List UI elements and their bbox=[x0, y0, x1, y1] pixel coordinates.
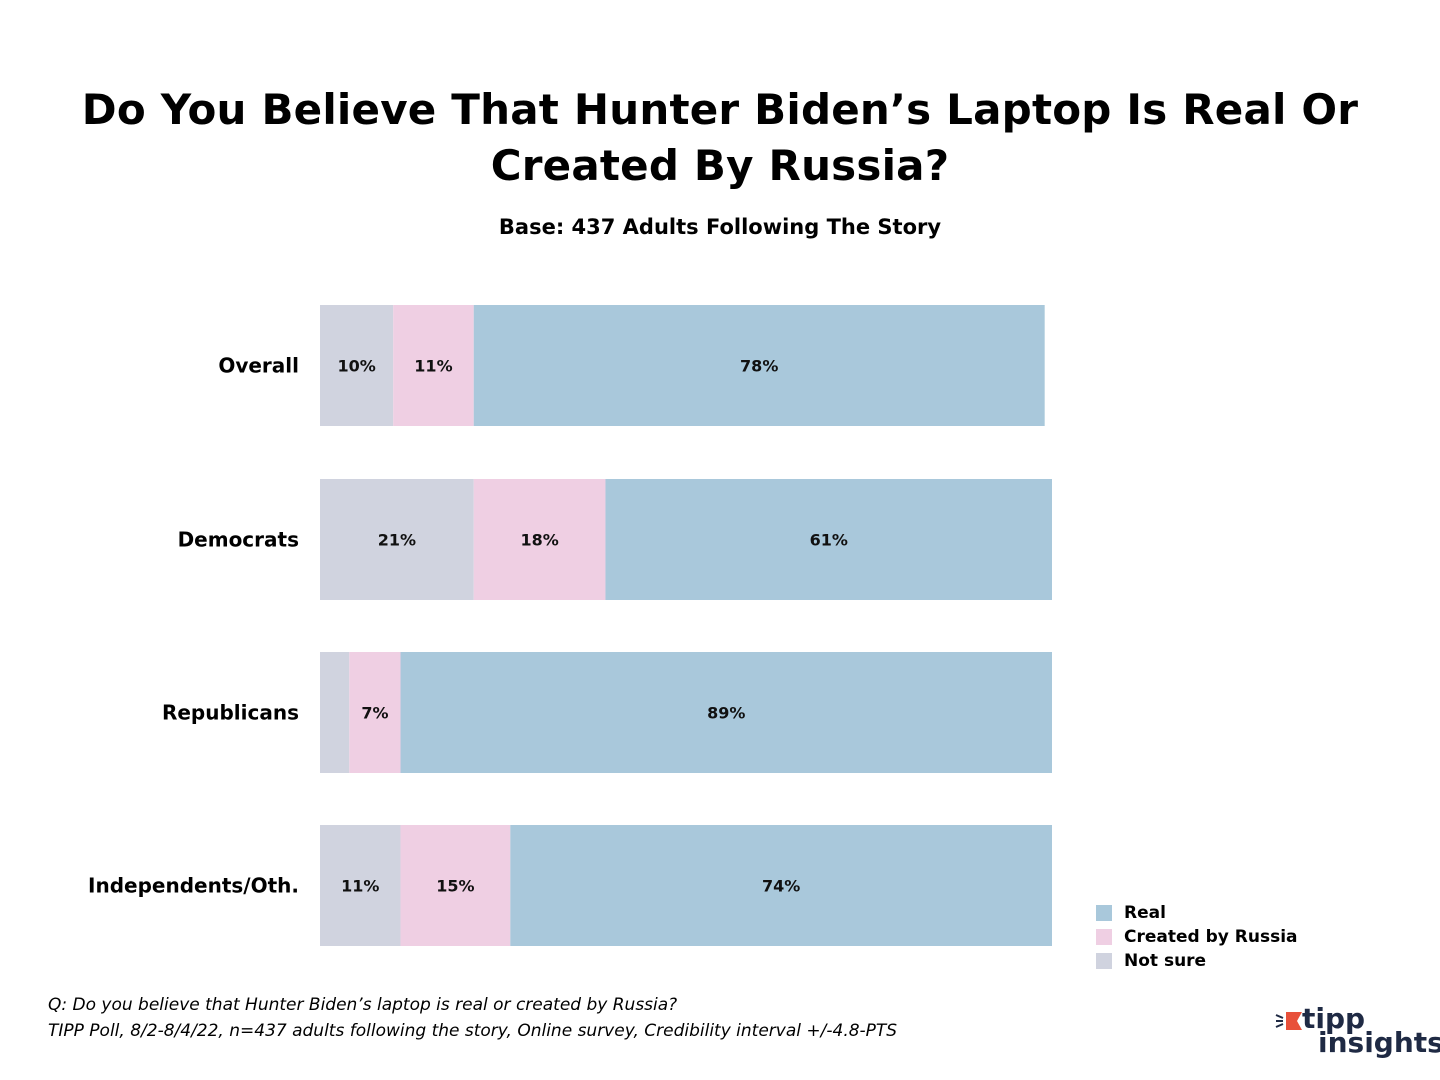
data-label-created-by-russia-overall: 11% bbox=[414, 357, 452, 376]
data-label-real-democrats: 61% bbox=[810, 531, 848, 550]
bar-real-independents-oth bbox=[510, 825, 1052, 946]
data-label-created-by-russia-independents-oth: 15% bbox=[436, 877, 474, 896]
category-label-independents-oth: Independents/Oth. bbox=[88, 874, 299, 898]
legend-item-not-sure: Not sure bbox=[1096, 949, 1298, 973]
bar-not-sure-independents-oth bbox=[320, 825, 401, 946]
footnote: Q: Do you believe that Hunter Biden’s la… bbox=[48, 992, 897, 1044]
logo-word-insights: insights bbox=[1318, 1026, 1440, 1059]
category-label-democrats: Democrats bbox=[178, 528, 299, 552]
legend: Real Created by Russia Not sure bbox=[1096, 901, 1298, 973]
legend-swatch-real bbox=[1096, 905, 1112, 921]
legend-swatch-created-by-russia bbox=[1096, 929, 1112, 945]
legend-label-created-by-russia: Created by Russia bbox=[1124, 927, 1298, 947]
bar-not-sure-republicans bbox=[320, 652, 350, 773]
bar-real-overall bbox=[473, 305, 1045, 426]
tipp-insights-logo: tipp insights bbox=[1272, 1004, 1440, 1064]
legend-item-created-by-russia: Created by Russia bbox=[1096, 925, 1298, 949]
bar-not-sure-democrats bbox=[320, 479, 474, 600]
data-label-not-sure-overall: 10% bbox=[337, 357, 375, 376]
footnote-question: Q: Do you believe that Hunter Biden’s la… bbox=[48, 995, 678, 1015]
legend-swatch-not-sure bbox=[1096, 953, 1112, 969]
data-label-real-republicans: 89% bbox=[707, 704, 745, 723]
bar-real-democrats bbox=[605, 479, 1052, 600]
logo-word-tipp: tipp bbox=[1302, 1002, 1366, 1035]
data-label-real-independents-oth: 74% bbox=[762, 877, 800, 896]
bar-created-by-russia-republicans bbox=[349, 652, 401, 773]
category-label-overall: Overall bbox=[218, 354, 299, 378]
data-label-not-sure-independents-oth: 11% bbox=[341, 877, 379, 896]
tipp-flag-icon bbox=[1275, 1012, 1302, 1030]
legend-label-not-sure: Not sure bbox=[1124, 951, 1207, 971]
bar-created-by-russia-democrats bbox=[473, 479, 606, 600]
footnote-methodology: TIPP Poll, 8/2-8/4/22, n=437 adults foll… bbox=[48, 1021, 898, 1041]
legend-item-real: Real bbox=[1096, 901, 1298, 925]
bar-not-sure-overall bbox=[320, 305, 394, 426]
bar-real-republicans bbox=[400, 652, 1052, 773]
category-label-republicans: Republicans bbox=[162, 701, 299, 725]
bar-created-by-russia-overall bbox=[393, 305, 474, 426]
bar-created-by-russia-independents-oth bbox=[400, 825, 511, 946]
data-label-created-by-russia-republicans: 7% bbox=[361, 704, 388, 723]
chart-subtitle: Base: 437 Adults Following The Story bbox=[498, 215, 942, 239]
legend-label-real: Real bbox=[1124, 903, 1166, 923]
data-label-not-sure-democrats: 21% bbox=[378, 531, 416, 550]
data-label-created-by-russia-democrats: 18% bbox=[520, 531, 558, 550]
chart-title: Do You Believe That Hunter Biden’s Lapto… bbox=[81, 85, 1359, 190]
data-label-real-overall: 78% bbox=[740, 357, 778, 376]
